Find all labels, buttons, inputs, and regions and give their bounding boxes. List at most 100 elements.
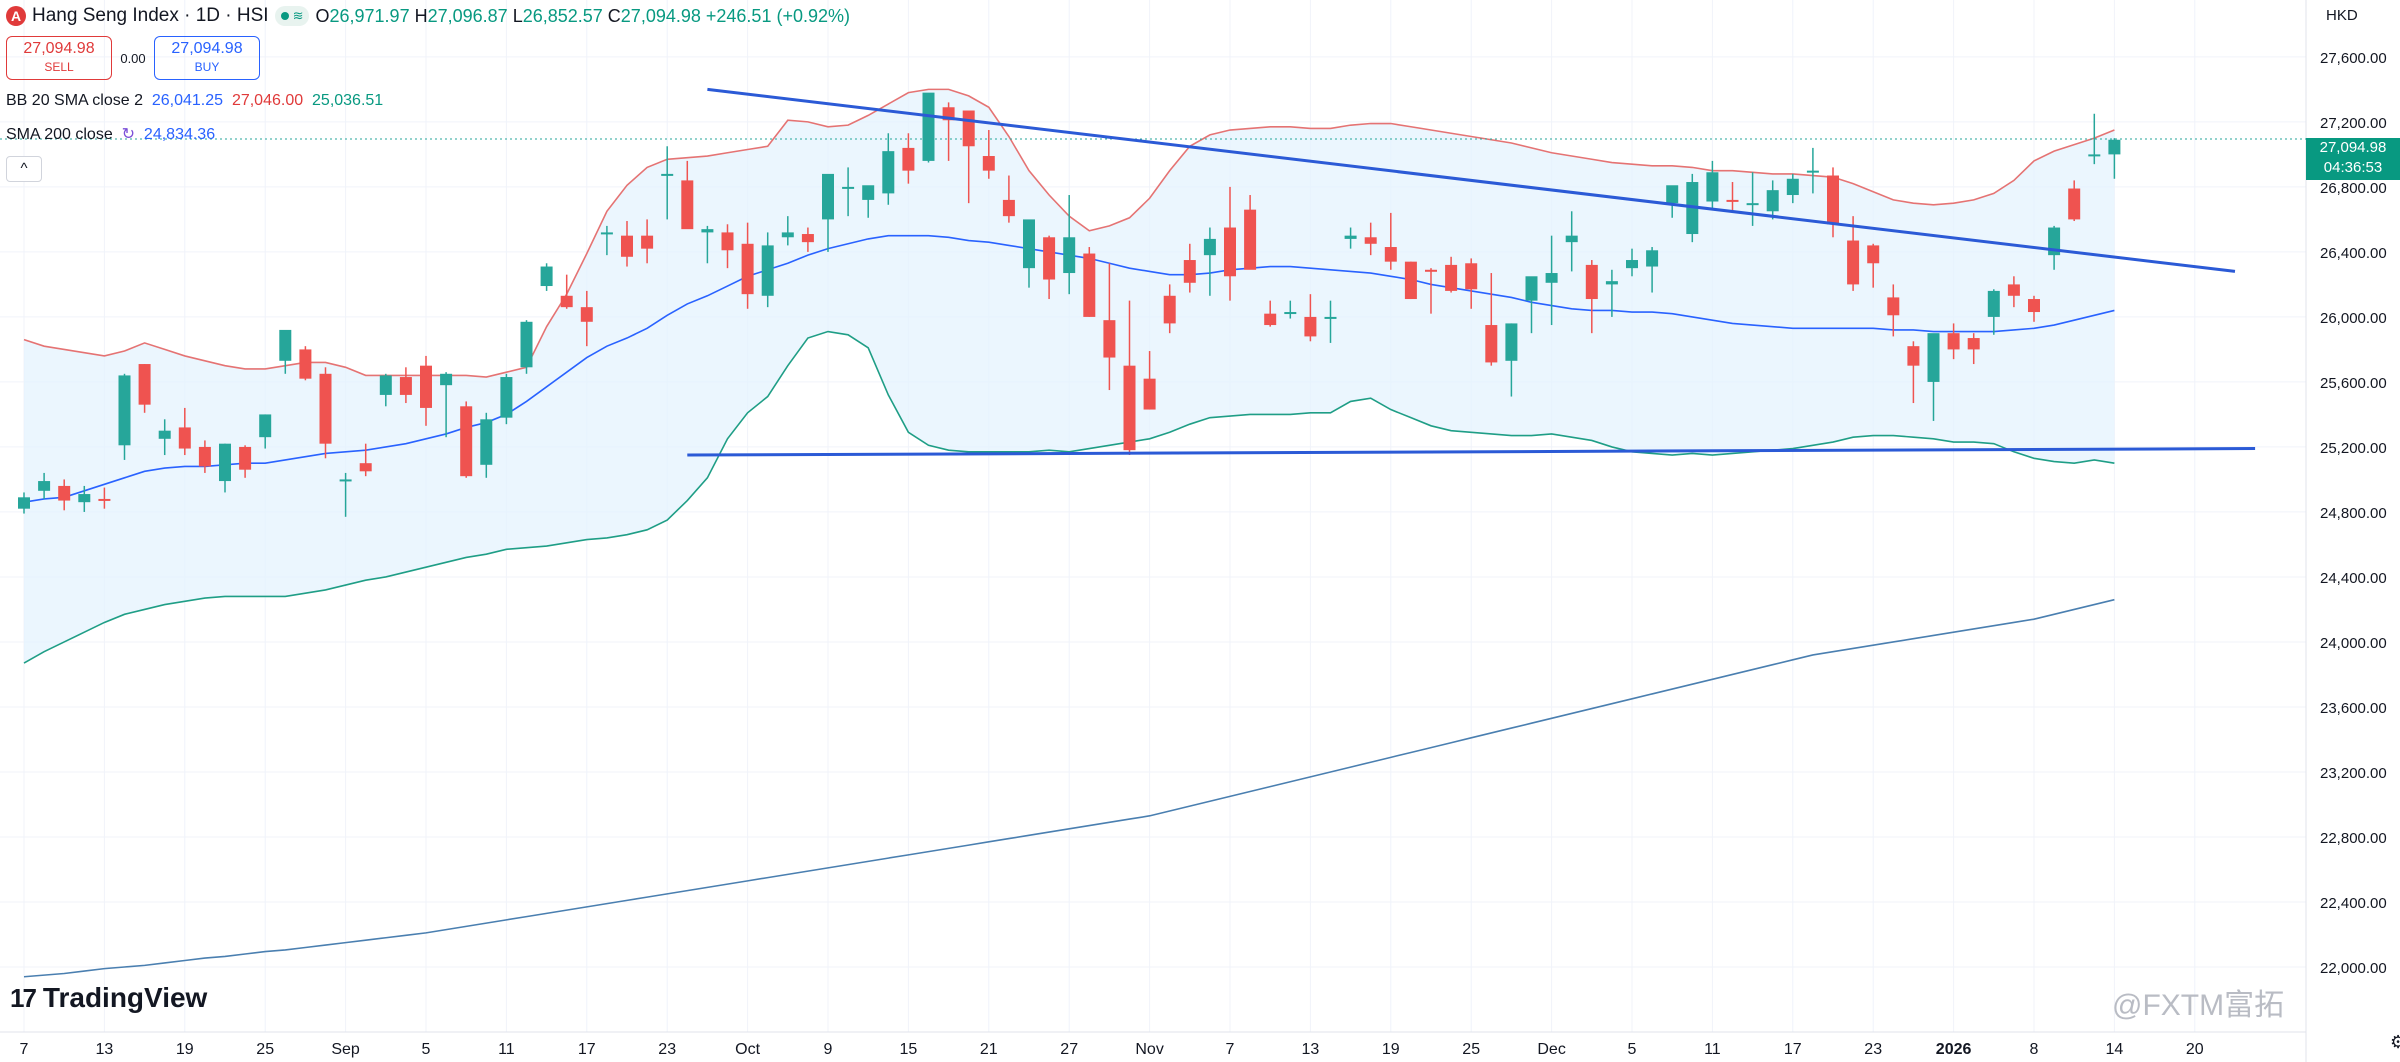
candle-down <box>681 180 694 230</box>
data-status-icon: ≋ <box>292 8 304 23</box>
high-label: H <box>414 6 428 26</box>
candle-down <box>1244 209 1257 270</box>
bb-upper-value: 27,046.00 <box>231 92 304 109</box>
candle-up <box>862 185 875 200</box>
x-tick-label: 25 <box>256 1041 274 1058</box>
close-value: 27,094.98 <box>620 6 701 26</box>
candle-down <box>741 243 754 295</box>
candle-up <box>158 430 171 439</box>
symbol-logo-icon[interactable]: A <box>6 6 26 26</box>
candle-up <box>1706 172 1719 202</box>
candle-up <box>1284 312 1297 315</box>
watermark: @FXTM富拓 <box>2112 989 2285 1022</box>
candle-down <box>1585 264 1598 300</box>
y-tick-label: 26,800.00 <box>2320 180 2387 197</box>
candle-up <box>1545 273 1558 283</box>
candle-down <box>721 232 734 251</box>
candle-down <box>1967 338 1980 350</box>
open-value: 26,971.97 <box>329 6 410 26</box>
x-tick-label: 13 <box>96 1041 114 1058</box>
x-tick-label: 2026 <box>1936 1041 1972 1058</box>
candle-up <box>259 414 272 438</box>
sma-value: 24,834.36 <box>143 126 216 143</box>
candle-down <box>1485 325 1498 363</box>
candle-up <box>1806 170 1819 173</box>
close-label: C <box>607 6 621 26</box>
low-label: L <box>512 6 523 26</box>
candle-down <box>2028 299 2040 313</box>
sell-label: SELL <box>44 60 74 74</box>
candle-down <box>1465 263 1478 290</box>
market-status-pill[interactable]: ≋ <box>274 6 310 26</box>
spread-value: 0.00 <box>120 50 146 66</box>
sell-button[interactable]: 27,094.98 SELL <box>6 36 112 80</box>
y-tick-label: 23,200.00 <box>2320 765 2387 782</box>
candle-down <box>902 147 915 171</box>
candle-up <box>1746 203 1759 206</box>
candle-up <box>520 321 533 368</box>
candle-up <box>118 375 131 446</box>
x-tick-label: 19 <box>176 1041 194 1058</box>
candle-up <box>822 173 834 220</box>
candle-up <box>1063 237 1076 274</box>
gear-icon[interactable]: ⚙ <box>2390 1032 2400 1052</box>
market-open-dot-icon <box>280 12 289 20</box>
x-tick-label: 11 <box>498 1041 515 1058</box>
y-tick-label: 27,200.00 <box>2320 115 2387 132</box>
candle-down <box>1183 260 1196 283</box>
x-tick-label: 7 <box>20 1041 29 1058</box>
tradingview-logo[interactable]: 17 TradingView <box>10 982 207 1014</box>
candle-up <box>500 377 513 418</box>
candle-down <box>982 156 995 171</box>
buy-button[interactable]: 27,094.98 BUY <box>154 36 260 80</box>
open-label: O <box>315 6 330 26</box>
y-tick-label: 22,000.00 <box>2320 960 2387 977</box>
last-price-tag: 27,094.98 04:36:53 <box>2306 138 2400 180</box>
candle-up <box>379 375 392 395</box>
candle-up <box>781 232 794 238</box>
candle-down <box>1224 227 1236 277</box>
currency-button[interactable]: HKD <box>2326 7 2358 24</box>
y-tick-label: 25,200.00 <box>2320 440 2387 457</box>
x-tick-label: Sep <box>331 1041 360 1058</box>
chevron-up-icon: ^ <box>20 160 28 177</box>
candle-down <box>1425 269 1437 272</box>
candle-up <box>1786 178 1799 196</box>
candle-down <box>359 463 372 472</box>
candle-down <box>239 446 252 470</box>
candle-down <box>319 373 332 444</box>
candle-down <box>399 377 412 395</box>
candle-up <box>78 494 91 503</box>
candle-up <box>1505 323 1518 361</box>
y-tick-label: 26,400.00 <box>2320 245 2387 262</box>
sma-label: SMA 200 close <box>6 126 113 143</box>
chart-legend: A Hang Seng Index · 1D · HSI ≋ O26,971.9… <box>6 4 850 28</box>
x-tick-label: 11 <box>1704 1041 1721 1058</box>
candle-down <box>460 406 473 477</box>
refresh-icon[interactable]: ↻ <box>121 126 136 143</box>
x-tick-label: 20 <box>2186 1041 2204 1058</box>
sell-price: 27,094.98 <box>23 40 95 57</box>
y-tick-label: 26,000.00 <box>2320 310 2387 327</box>
sma-indicator-legend[interactable]: SMA 200 close ↻ 24,834.36 <box>6 124 215 144</box>
x-tick-label: Dec <box>1537 1041 1565 1058</box>
candle-up <box>480 419 493 465</box>
candle-down <box>178 427 191 449</box>
x-tick-label: 9 <box>824 1041 833 1058</box>
candle-down <box>1445 264 1458 291</box>
collapse-legend-button[interactable]: ^ <box>6 156 42 182</box>
candle-down <box>1143 378 1156 410</box>
candle-up <box>339 479 352 482</box>
candle-down <box>198 446 211 467</box>
candle-up <box>1987 290 2000 317</box>
candle-up <box>1766 190 1779 212</box>
y-tick-label: 24,800.00 <box>2320 505 2387 522</box>
x-tick-label: 25 <box>1462 1041 1480 1058</box>
y-tick-label: 24,400.00 <box>2320 570 2387 587</box>
symbol-title[interactable]: Hang Seng Index · 1D · HSI <box>32 5 269 26</box>
buy-price: 27,094.98 <box>171 40 243 57</box>
candle-down <box>641 235 654 249</box>
candle-up <box>882 151 895 194</box>
bb-indicator-legend[interactable]: BB 20 SMA close 2 26,041.25 27,046.00 25… <box>6 92 383 110</box>
